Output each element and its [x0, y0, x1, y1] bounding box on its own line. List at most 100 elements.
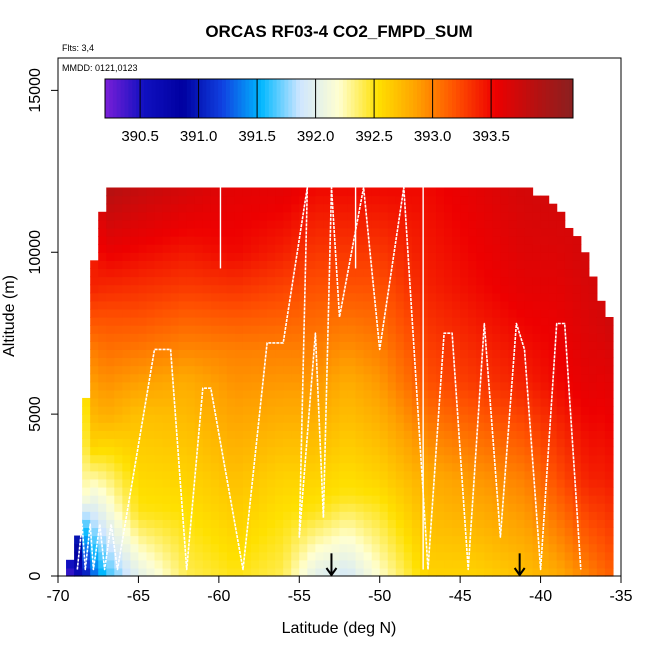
heatmap-cell: [275, 211, 284, 221]
heatmap-cell: [138, 535, 148, 545]
heatmap-cell: [484, 397, 493, 407]
heatmap-cell: [178, 406, 188, 415]
heatmap-cell: [387, 486, 397, 496]
heatmap-cell: [572, 519, 582, 529]
heatmap-cell: [178, 333, 188, 342]
heatmap-cell: [154, 276, 164, 286]
heatmap-cell: [202, 397, 212, 407]
heatmap-cell: [98, 470, 107, 480]
heatmap-cell: [90, 551, 99, 561]
heatmap-cell: [419, 365, 429, 375]
heatmap-cell: [468, 365, 477, 375]
heatmap-cell: [468, 478, 477, 488]
heatmap-cell: [138, 422, 148, 431]
heatmap-cell: [114, 406, 123, 415]
heatmap-cell: [122, 543, 131, 553]
heatmap-cell: [476, 422, 485, 431]
colorbar-swatch: [444, 79, 449, 118]
colorbar-swatch: [424, 79, 430, 118]
heatmap-cell: [210, 325, 220, 334]
heatmap-cell: [299, 389, 308, 399]
heatmap-cell: [242, 300, 252, 310]
heatmap-cell: [283, 430, 292, 439]
heatmap-cell: [267, 567, 276, 577]
heatmap-cell: [226, 365, 236, 375]
heatmap-cell: [275, 276, 284, 286]
heatmap-cell: [162, 381, 172, 391]
heatmap-cell: [130, 276, 140, 286]
heatmap-cell: [524, 559, 534, 569]
heatmap-cell: [355, 503, 365, 512]
heatmap-cell: [122, 300, 131, 310]
heatmap-cell: [283, 260, 292, 270]
heatmap-cell: [484, 462, 493, 472]
heatmap-cell: [242, 462, 252, 472]
heatmap-cell: [347, 373, 357, 383]
heatmap-cell: [508, 260, 518, 270]
heatmap-cell: [90, 308, 99, 318]
heatmap-cell: [436, 268, 445, 278]
heatmap-cell: [516, 389, 526, 399]
heatmap-cell: [460, 486, 469, 496]
heatmap-cell: [146, 543, 156, 553]
heatmap-cell: [267, 535, 276, 545]
heatmap-cell: [452, 543, 461, 553]
heatmap-cell: [355, 252, 365, 261]
heatmap-cell: [162, 478, 172, 488]
heatmap-cell: [596, 511, 606, 520]
heatmap-cell: [532, 349, 542, 359]
heatmap-cell: [347, 527, 357, 537]
heatmap-cell: [564, 357, 574, 367]
heatmap-cell: [548, 462, 558, 472]
heatmap-cell: [82, 567, 91, 577]
heatmap-cell: [484, 503, 493, 512]
heatmap-cell: [106, 543, 115, 553]
heatmap-cell: [427, 349, 437, 359]
heatmap-cell: [218, 486, 228, 496]
heatmap-cell: [307, 422, 316, 431]
heatmap-cell: [403, 211, 413, 221]
heatmap-cell: [146, 203, 156, 213]
heatmap-cell: [98, 503, 107, 512]
heatmap-cell: [556, 470, 566, 480]
heatmap-cell: [339, 300, 349, 310]
heatmap-cell: [363, 276, 373, 286]
heatmap-cell: [371, 203, 381, 213]
heatmap-cell: [395, 252, 405, 261]
heatmap-cell: [532, 397, 542, 407]
heatmap-cell: [259, 511, 268, 520]
heatmap-cell: [331, 454, 341, 464]
heatmap-cell: [138, 252, 148, 261]
heatmap-cell: [572, 244, 582, 253]
heatmap-cell: [387, 543, 397, 553]
heatmap-cell: [146, 276, 156, 286]
heatmap-cell: [251, 551, 260, 561]
heatmap-cell: [146, 422, 156, 431]
heatmap-cell: [580, 495, 590, 504]
heatmap-cell: [202, 462, 212, 472]
heatmap-cell: [307, 397, 316, 407]
heatmap-cell: [516, 511, 526, 520]
heatmap-cell: [580, 397, 590, 407]
heatmap-cell: [339, 470, 349, 480]
heatmap-cell: [146, 325, 156, 334]
heatmap-cell: [436, 195, 445, 205]
heatmap-cell: [556, 357, 566, 367]
heatmap-cell: [476, 567, 485, 577]
heatmap-cell: [532, 365, 542, 375]
heatmap-cell: [484, 527, 493, 537]
heatmap-cell: [516, 551, 526, 561]
heatmap-cell: [564, 333, 574, 342]
heatmap-cell: [508, 567, 518, 577]
heatmap-cell: [283, 519, 292, 529]
heatmap-cell: [114, 195, 123, 205]
heatmap-cell: [395, 486, 405, 496]
heatmap-cell: [106, 527, 115, 537]
heatmap-cell: [98, 292, 107, 302]
heatmap-cell: [403, 389, 413, 399]
heatmap-cell: [186, 430, 196, 439]
heatmap-cell: [460, 187, 469, 197]
heatmap-cell: [411, 236, 421, 245]
heatmap-cell: [379, 478, 389, 488]
heatmap-cell: [516, 236, 526, 245]
